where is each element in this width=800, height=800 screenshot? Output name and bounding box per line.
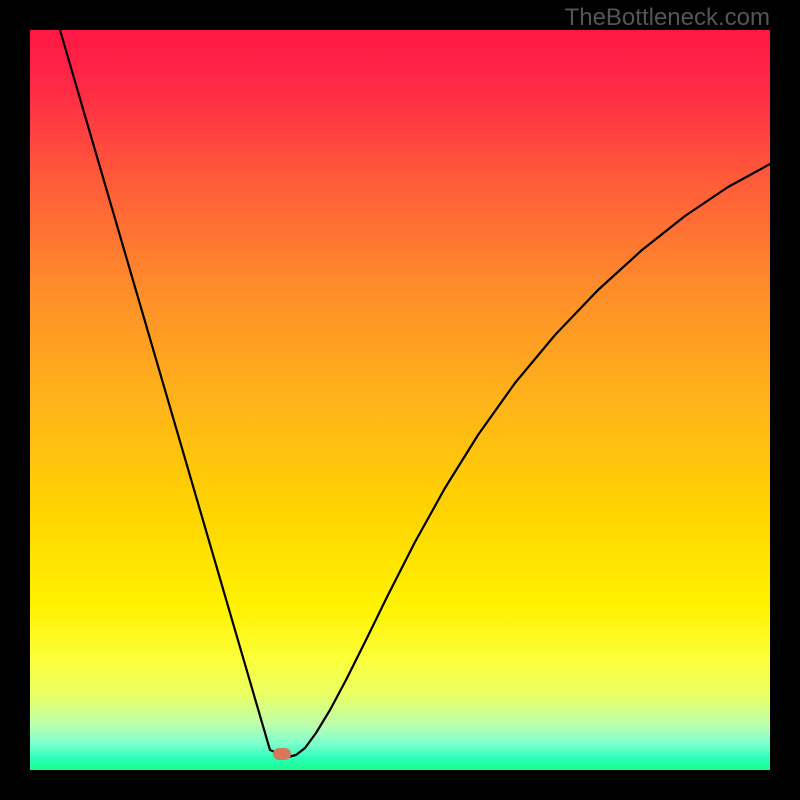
bottleneck-chart	[30, 30, 770, 770]
chart-background	[30, 30, 770, 770]
minimum-marker	[273, 748, 291, 760]
watermark-text: TheBottleneck.com	[565, 4, 770, 32]
